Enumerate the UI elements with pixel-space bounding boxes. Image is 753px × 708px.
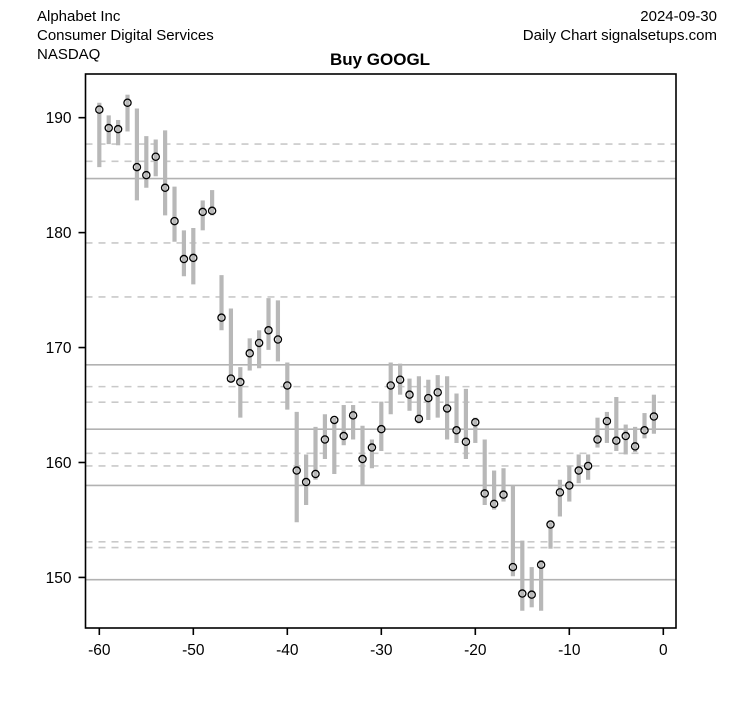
- close-marker: [113, 124, 123, 134]
- close-marker: [207, 206, 217, 216]
- close-marker: [245, 349, 254, 358]
- close-marker: [236, 377, 245, 387]
- close-marker: [348, 411, 358, 420]
- close-marker: [132, 162, 142, 172]
- close-marker: [518, 589, 527, 598]
- close-marker: [358, 454, 367, 464]
- close-marker: [414, 414, 424, 424]
- close-marker: [367, 443, 377, 452]
- close-marker: [649, 412, 659, 421]
- x-axis-tick-label: 0: [659, 642, 668, 659]
- close-marker: [301, 477, 311, 487]
- close-marker: [95, 105, 104, 114]
- close-marker: [471, 418, 480, 427]
- y-axis-tick-label: 150: [46, 570, 72, 587]
- close-marker: [612, 436, 621, 445]
- y-axis-tick-label: 160: [46, 455, 72, 472]
- close-marker: [170, 216, 179, 226]
- close-marker: [555, 488, 565, 497]
- chart-date: 2024-09-30: [640, 8, 717, 25]
- company-name: Alphabet Inc: [37, 8, 121, 25]
- close-marker: [273, 335, 283, 344]
- x-axis-tick-label: -60: [88, 642, 111, 659]
- close-marker: [640, 426, 649, 435]
- close-marker: [189, 253, 198, 263]
- close-marker: [311, 469, 320, 479]
- close-marker: [536, 560, 546, 570]
- close-marker: [179, 254, 189, 264]
- close-marker: [574, 466, 583, 475]
- x-axis-tick-label: -50: [182, 642, 205, 659]
- close-marker: [527, 590, 536, 599]
- close-marker: [583, 461, 593, 471]
- close-marker: [489, 499, 499, 509]
- close-marker: [226, 374, 236, 383]
- y-axis-tick-label: 170: [46, 340, 72, 357]
- close-marker: [630, 442, 640, 451]
- close-marker: [377, 424, 386, 434]
- header-right: 2024-09-30 Daily Chart signalsetups.com: [523, 7, 717, 45]
- chart-title: Buy GOOGL: [329, 50, 431, 69]
- close-marker: [433, 388, 442, 397]
- close-marker: [461, 437, 471, 447]
- close-marker: [621, 431, 630, 441]
- close-marker: [292, 466, 301, 475]
- close-marker: [546, 520, 555, 529]
- close-marker: [593, 435, 602, 444]
- y-axis-tick-label: 180: [46, 225, 72, 242]
- close-marker: [602, 416, 612, 426]
- close-marker: [217, 313, 226, 322]
- x-axis-tick-label: -30: [370, 642, 393, 659]
- close-marker: [508, 562, 518, 572]
- company-sector: Consumer Digital Services: [37, 27, 214, 44]
- close-marker: [104, 123, 113, 133]
- close-marker: [405, 390, 414, 399]
- close-marker: [424, 393, 433, 403]
- plot-border: [84, 73, 677, 629]
- close-marker: [142, 170, 151, 180]
- close-marker: [198, 207, 207, 217]
- close-marker: [123, 98, 132, 107]
- close-marker: [330, 415, 339, 425]
- close-marker: [499, 490, 508, 499]
- close-marker: [386, 381, 395, 390]
- close-marker: [339, 431, 348, 441]
- close-marker: [264, 326, 273, 335]
- close-marker: [480, 489, 489, 498]
- x-axis-tick-label: -20: [464, 642, 487, 659]
- close-marker: [565, 481, 574, 490]
- chart-source: Daily Chart signalsetups.com: [522, 27, 717, 44]
- close-marker: [283, 381, 292, 390]
- close-marker: [442, 404, 452, 413]
- close-marker: [254, 338, 264, 348]
- close-marker: [151, 152, 160, 162]
- exchange-name: NASDAQ: [37, 46, 101, 63]
- y-axis-tick-label: 190: [46, 110, 72, 127]
- close-marker: [160, 183, 170, 193]
- close-marker: [320, 435, 330, 444]
- close-marker: [452, 426, 461, 435]
- x-axis-tick-label: -10: [558, 642, 581, 659]
- x-axis-tick-label: -40: [276, 642, 299, 659]
- header-left: Alphabet Inc Consumer Digital Services N…: [37, 7, 214, 64]
- close-marker: [395, 375, 405, 384]
